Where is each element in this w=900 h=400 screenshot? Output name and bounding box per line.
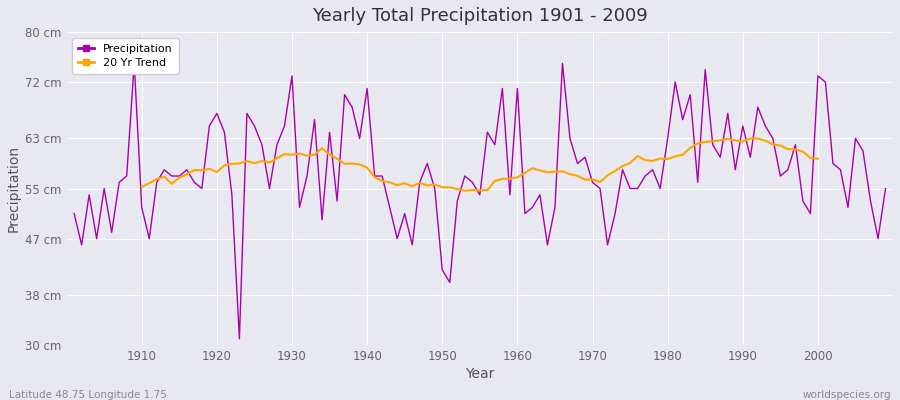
Y-axis label: Precipitation: Precipitation [7, 145, 21, 232]
Text: worldspecies.org: worldspecies.org [803, 390, 891, 400]
X-axis label: Year: Year [465, 367, 494, 381]
Text: Latitude 48.75 Longitude 1.75: Latitude 48.75 Longitude 1.75 [9, 390, 166, 400]
Title: Yearly Total Precipitation 1901 - 2009: Yearly Total Precipitation 1901 - 2009 [312, 7, 648, 25]
Legend: Precipitation, 20 Yr Trend: Precipitation, 20 Yr Trend [72, 38, 178, 74]
